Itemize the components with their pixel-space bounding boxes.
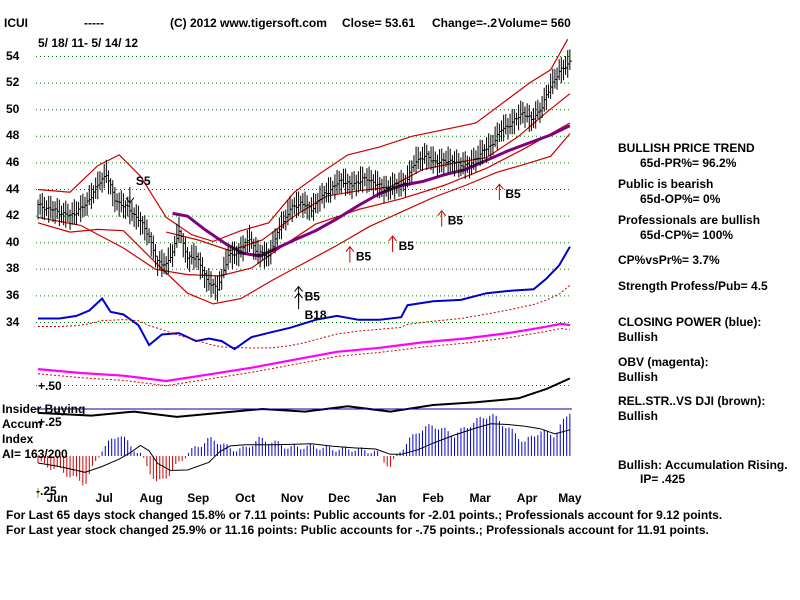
pros-status: Professionals are bullish	[618, 213, 761, 227]
header-dashes: -----	[84, 16, 104, 30]
closing-power-ma	[38, 284, 571, 349]
ip-value: IP= .425	[640, 472, 686, 486]
closing-power-title: CLOSING POWER (blue):	[618, 315, 762, 329]
month-label: Dec	[328, 491, 350, 505]
grid-lines	[36, 56, 572, 410]
obv-status: Bullish	[618, 370, 659, 384]
ticker-label: ICUI	[4, 16, 28, 30]
month-label: Oct	[235, 491, 255, 505]
op-value: 65d-OP%= 0%	[640, 192, 721, 206]
accum-label-plus25: +.25	[38, 415, 62, 429]
price-bars	[37, 49, 572, 302]
y-tick-label: 46	[6, 154, 20, 169]
y-tick-label: 40	[6, 234, 20, 249]
month-label: Jan	[376, 491, 397, 505]
obv-line	[37, 322, 571, 383]
volume-label: Volume= 560	[498, 16, 571, 30]
obv-title: OBV (magenta):	[618, 355, 709, 369]
signal-arrow-head	[388, 235, 397, 242]
month-label: Aug	[140, 491, 163, 505]
signal-label: B5	[305, 290, 321, 304]
moving-average	[172, 124, 571, 258]
upper-band	[37, 38, 569, 243]
y-tick-label: 42	[6, 208, 20, 223]
accum-label-plus50: +.50	[38, 379, 62, 393]
lower-band	[37, 133, 571, 305]
change-label: Change=-.2	[432, 16, 498, 30]
y-tick-label: 36	[6, 287, 20, 302]
obv-ma	[37, 327, 570, 387]
y-tick-label: 44	[6, 181, 20, 196]
closing-power-line	[38, 246, 571, 351]
signal-markers: S5 B5 B18 B5 B5 B5 B5	[125, 174, 521, 322]
accum-ma-line	[37, 423, 571, 473]
y-tick-label: 54	[6, 48, 20, 63]
y-tick-label: 52	[6, 75, 20, 90]
month-label: Feb	[422, 491, 443, 505]
trading-bands	[37, 38, 571, 305]
signal-label: B18	[305, 308, 327, 322]
ai-label: AI= 163/200	[2, 447, 68, 461]
signal-arrow-head	[494, 183, 504, 190]
signal-arrow-head	[125, 197, 135, 204]
rel-strength-line	[37, 377, 571, 418]
trend-title: BULLISH PRICE TREND	[618, 141, 755, 155]
month-label: May	[558, 491, 582, 505]
accumulation-status: Bullish: Accumulation Rising.	[618, 458, 788, 472]
month-label: Jun	[47, 491, 68, 505]
cpvspr-value: CP%vsPr%= 3.7%	[618, 253, 720, 267]
y-tick-label: 50	[6, 101, 20, 116]
month-label: Sep	[187, 491, 209, 505]
month-label: Jul	[96, 491, 113, 505]
signal-arrow-head	[345, 245, 355, 252]
month-label: Apr	[517, 491, 538, 505]
month-label: Mar	[469, 491, 491, 505]
signal-label: B5	[356, 250, 372, 264]
y-tick-label: 34	[6, 314, 20, 329]
footer-65-day: For Last 65 days stock changed 15.8% or …	[6, 508, 723, 522]
copyright-label: (C) 2012 www.tigersoft.com	[170, 16, 327, 30]
strength-value: Strength Profess/Pub= 4.5	[618, 279, 768, 293]
signal-arrow-head	[294, 285, 303, 292]
rel-strength-status: Bullish	[618, 409, 659, 423]
closing-power-status: Bullish	[618, 330, 659, 344]
signal-arrow-head	[437, 209, 447, 217]
signal-label: B5	[399, 239, 415, 253]
x-axis: Jun Jul Aug Sep Oct Nov Dec Jan Feb Mar Apr May	[47, 491, 582, 505]
signal-arrow-head	[294, 292, 303, 299]
cp-value: 65d-CP%= 100%	[640, 228, 734, 242]
footer-year: For Last year stock changed 25.9% or 11.…	[6, 523, 709, 537]
index-label: Index	[2, 432, 34, 446]
date-range: 5/ 18/ 11- 5/ 14/ 12	[38, 36, 139, 50]
signal-label: S5	[136, 174, 151, 188]
signal-label: B5	[448, 214, 464, 228]
y-tick-label: 38	[6, 261, 20, 276]
close-label: Close= 53.61	[342, 16, 416, 30]
indicator-lines	[36, 246, 572, 418]
accum-label: Accum	[2, 417, 43, 431]
public-status: Public is bearish	[618, 177, 714, 191]
insider-buying-label: Insider Buying	[2, 402, 86, 416]
accumulation-histogram	[37, 413, 571, 498]
accum-label-minus25: -.25	[36, 484, 57, 498]
y-tick-label: 48	[6, 128, 20, 143]
pr-value: 65d-PR%= 96.2%	[640, 156, 737, 170]
month-label: Nov	[281, 491, 304, 505]
signal-label: B5	[505, 187, 521, 201]
rel-strength-title: REL.STR..VS DJI (brown):	[618, 394, 766, 408]
